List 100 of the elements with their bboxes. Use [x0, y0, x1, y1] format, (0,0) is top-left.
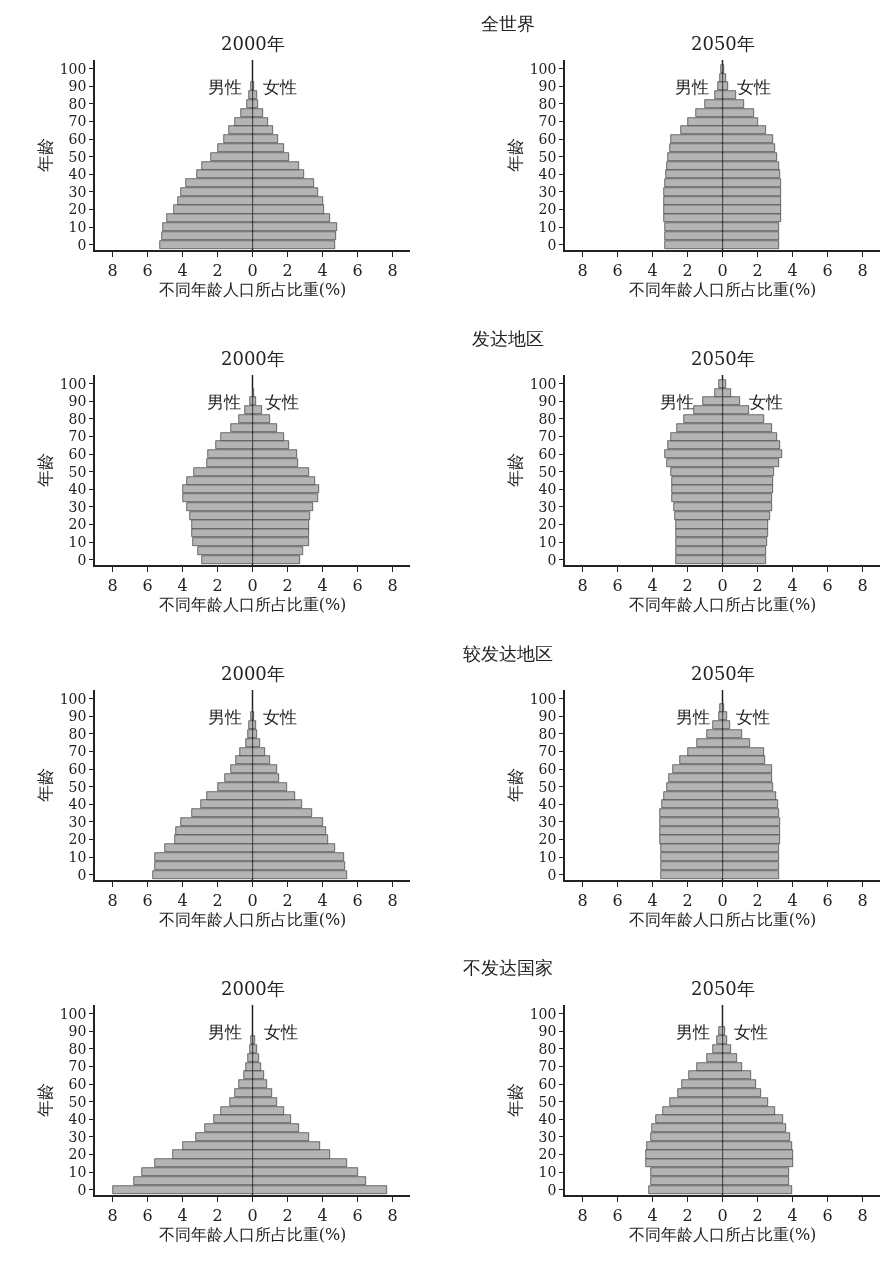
y-tick-label: 60: [538, 1076, 557, 1093]
chart-title: 2050年: [691, 978, 755, 999]
y-tick-label: 60: [68, 761, 87, 778]
x-tick-label: 8: [387, 575, 398, 595]
y-tick-label: 70: [538, 1058, 557, 1075]
chart-title: 2000年: [221, 663, 285, 684]
y-tick-label: 80: [68, 410, 87, 427]
y-tick-label: 90: [68, 78, 87, 95]
x-tick-label: 2: [682, 1205, 693, 1225]
y-tick-label: 50: [538, 463, 557, 480]
x-tick-label: 2: [282, 890, 293, 910]
y-axis-title: 年龄: [504, 1083, 525, 1117]
series-label: 男性: [208, 1022, 242, 1042]
y-tick-label: 30: [538, 813, 557, 830]
x-tick-label: 0: [717, 1205, 728, 1225]
x-tick-label: 0: [247, 890, 258, 910]
x-axis-title: 不同年龄人口所占比重(%): [628, 279, 817, 299]
y-tick-label: 90: [538, 1023, 557, 1040]
series-label: 男性: [676, 1022, 710, 1042]
series-label: 男性: [676, 707, 710, 727]
x-axis-title: 不同年龄人口所占比重(%): [628, 594, 817, 614]
y-tick-label: 30: [68, 498, 87, 515]
x-tick-label: 4: [647, 1205, 658, 1225]
x-tick-label: 8: [577, 575, 588, 595]
x-tick-label: 4: [177, 260, 188, 280]
y-tick-label: 100: [59, 690, 87, 707]
y-tick-label: 80: [538, 95, 557, 112]
y-tick-label: 60: [68, 1076, 87, 1093]
y-tick-label: 20: [68, 1146, 87, 1163]
y-tick-label: 0: [77, 1181, 87, 1198]
y-tick-label: 100: [59, 1005, 87, 1022]
series-label: 男性: [208, 77, 242, 97]
y-tick-label: 90: [68, 1023, 87, 1040]
x-tick-label: 8: [107, 1205, 118, 1225]
y-tick-label: 0: [547, 236, 557, 253]
y-tick-label: 20: [538, 831, 557, 848]
x-tick-label: 8: [857, 260, 868, 280]
y-tick-label: 20: [538, 516, 557, 533]
y-tick-label: 100: [529, 375, 557, 392]
y-tick-label: 50: [538, 1093, 557, 1110]
x-tick-label: 6: [822, 575, 833, 595]
y-tick-label: 10: [68, 1164, 87, 1181]
y-tick-label: 70: [68, 1058, 87, 1075]
text: 较发达地区: [463, 643, 553, 664]
y-tick-label: 80: [538, 1040, 557, 1057]
x-tick-label: 2: [212, 260, 223, 280]
y-tick-label: 50: [68, 1093, 87, 1110]
y-tick-label: 50: [68, 148, 87, 165]
chart-title: 2000年: [221, 348, 285, 369]
y-tick-label: 10: [68, 219, 87, 236]
y-tick-label: 20: [538, 201, 557, 218]
x-tick-label: 2: [282, 1205, 293, 1225]
x-tick-label: 4: [787, 260, 798, 280]
y-tick-label: 20: [538, 1146, 557, 1163]
y-tick-label: 60: [538, 131, 557, 148]
y-tick-label: 60: [68, 446, 87, 463]
x-tick-label: 2: [212, 575, 223, 595]
y-axis-title: 年龄: [34, 768, 55, 802]
y-axis-title: 年龄: [34, 1083, 55, 1117]
x-tick-label: 4: [317, 575, 328, 595]
x-tick-label: 8: [107, 260, 118, 280]
y-tick-label: 30: [68, 813, 87, 830]
y-tick-label: 100: [529, 1005, 557, 1022]
y-tick-label: 100: [59, 375, 87, 392]
y-tick-label: 80: [68, 725, 87, 742]
x-tick-label: 4: [787, 890, 798, 910]
y-tick-label: 0: [77, 551, 87, 568]
x-tick-label: 4: [787, 1205, 798, 1225]
series-label: 男性: [207, 392, 241, 412]
y-tick-label: 80: [538, 725, 557, 742]
y-tick-label: 30: [538, 1128, 557, 1145]
y-tick-label: 60: [68, 131, 87, 148]
x-tick-label: 8: [857, 890, 868, 910]
y-axis-title: 年龄: [504, 768, 525, 802]
y-tick-label: 20: [68, 516, 87, 533]
y-tick-label: 60: [538, 761, 557, 778]
x-tick-label: 0: [247, 575, 258, 595]
y-tick-label: 10: [538, 849, 557, 866]
y-tick-label: 0: [547, 866, 557, 883]
x-tick-label: 4: [177, 575, 188, 595]
x-tick-label: 6: [612, 890, 623, 910]
series-label: 女性: [265, 392, 299, 412]
x-tick-label: 0: [247, 260, 258, 280]
y-tick-label: 40: [68, 481, 87, 498]
y-tick-label: 10: [68, 534, 87, 551]
x-axis-title: 不同年龄人口所占比重(%): [158, 1224, 347, 1244]
x-tick-label: 6: [352, 260, 363, 280]
y-tick-label: 0: [77, 866, 87, 883]
y-tick-label: 70: [68, 428, 87, 445]
y-tick-label: 0: [77, 236, 87, 253]
chart-title: 2000年: [221, 978, 285, 999]
x-tick-label: 4: [317, 1205, 328, 1225]
y-tick-label: 0: [547, 1181, 557, 1198]
x-tick-label: 6: [142, 890, 153, 910]
y-tick-label: 90: [538, 708, 557, 725]
series-label: 男性: [208, 707, 242, 727]
y-tick-label: 40: [538, 166, 557, 183]
y-tick-label: 30: [538, 183, 557, 200]
series-label: 女性: [749, 392, 783, 412]
x-tick-label: 2: [682, 260, 693, 280]
